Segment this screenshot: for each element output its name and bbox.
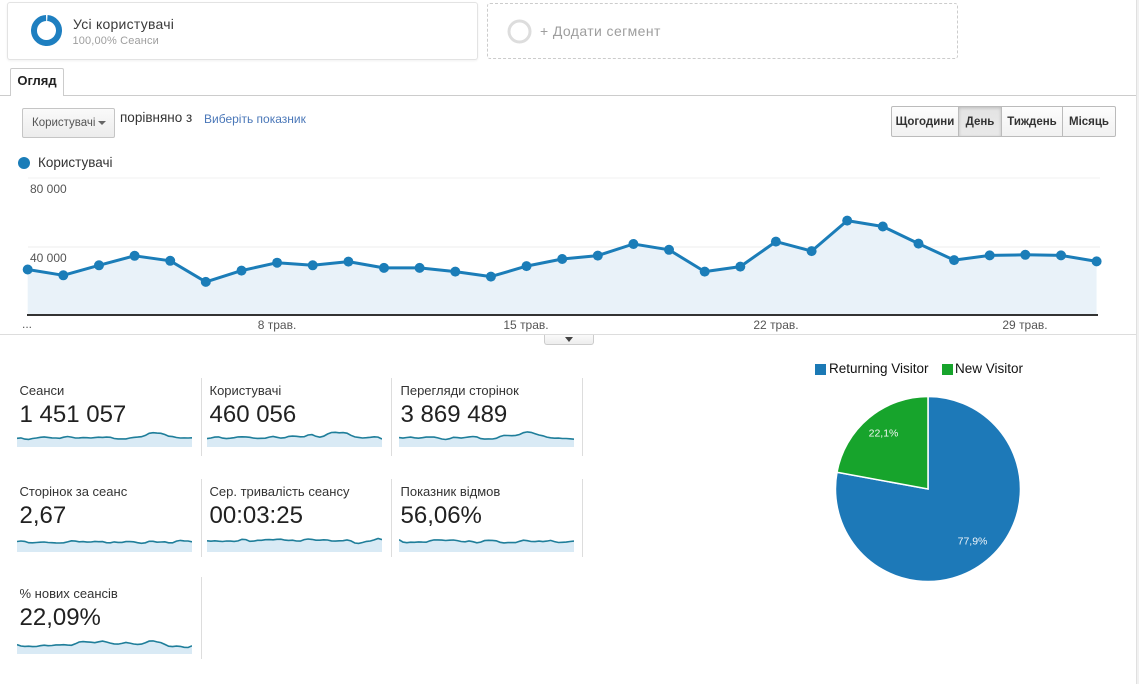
svg-text:22,1%: 22,1% (868, 427, 898, 439)
svg-text:77,9%: 77,9% (957, 535, 987, 547)
